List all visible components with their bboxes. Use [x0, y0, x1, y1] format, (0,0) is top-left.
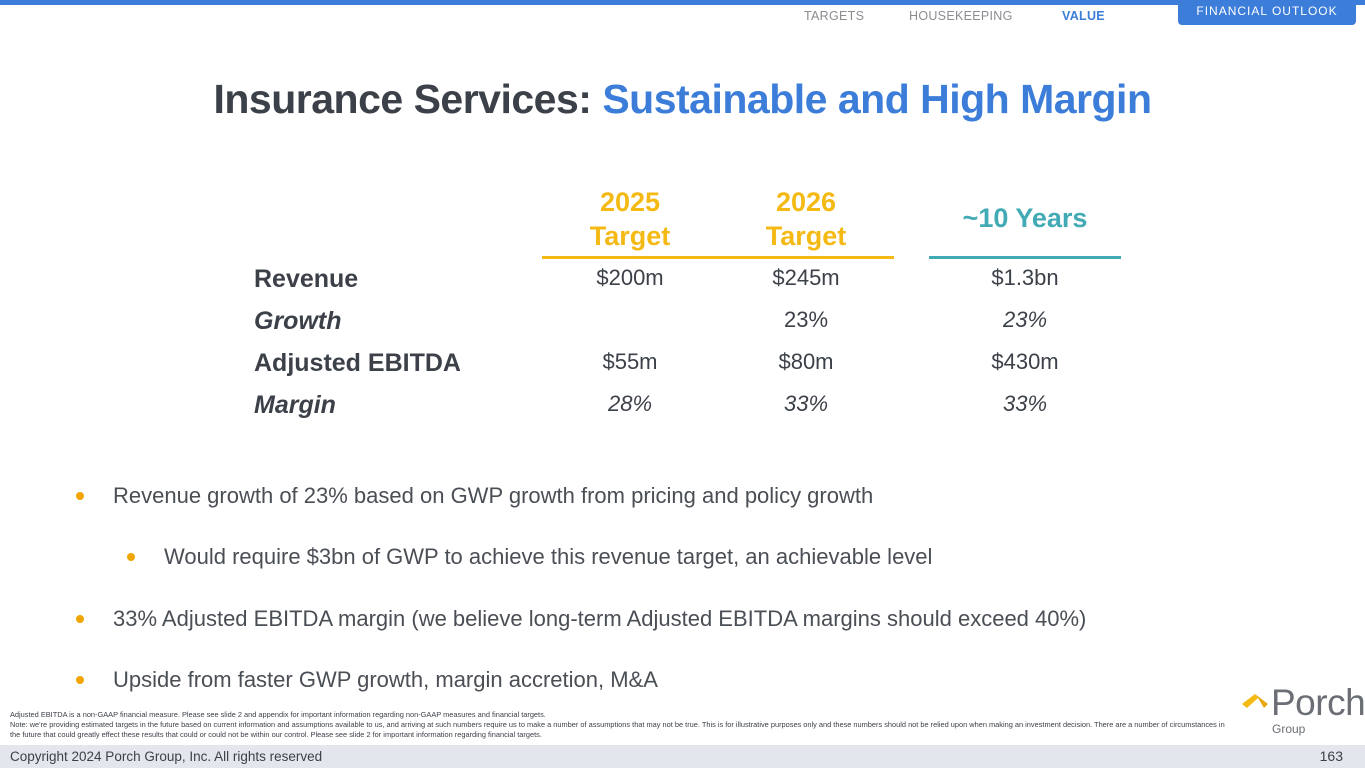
table-row-revenue: Revenue $200m $245m $1.3bn — [0, 265, 1365, 305]
column-header-year: 2025 — [599, 187, 661, 217]
row-label: Revenue — [254, 265, 359, 293]
cell-2026: $245m — [772, 265, 840, 290]
roof-chevron-icon — [1242, 694, 1268, 708]
bullet-dot-icon — [76, 492, 84, 500]
footnote-line: Adjusted EBITDA is a non-GAAP financial … — [10, 710, 546, 719]
column-header-2026-target: 2026 Target — [726, 185, 886, 253]
row-label: Adjusted EBITDA — [254, 349, 461, 377]
bullet-text: Upside from faster GWP growth, margin ac… — [113, 667, 658, 692]
nav-item-housekeeping[interactable]: HOUSEKEEPING — [909, 9, 1013, 23]
bullet-text: Revenue growth of 23% based on GWP growt… — [113, 483, 874, 508]
row-label: Growth — [254, 307, 342, 335]
disclaimer-footnote: Adjusted EBITDA is a non-GAAP financial … — [10, 710, 1225, 740]
bullet-dot-icon — [76, 615, 84, 623]
bullet-dot-icon — [127, 553, 135, 561]
cell-2026: 33% — [783, 391, 829, 416]
slide-footer: Copyright 2024 Porch Group, Inc. All rig… — [0, 745, 1365, 768]
bullet-item: Upside from faster GWP growth, margin ac… — [76, 667, 658, 693]
section-nav: TARGETS HOUSEKEEPING VALUE — [0, 9, 1365, 27]
cell-10-years: 33% — [1002, 391, 1048, 416]
slide-title-main: Insurance Services: — [213, 76, 603, 122]
column-header-year: 2026 — [775, 187, 837, 217]
logo-subtitle: Group — [1272, 722, 1306, 736]
logo-wordmark: Porch — [1271, 682, 1365, 723]
copyright-text: Copyright 2024 Porch Group, Inc. All rig… — [10, 749, 323, 764]
long-term-header-underline — [929, 256, 1121, 259]
cell-10-years: $1.3bn — [991, 265, 1059, 290]
cell-2025: 28% — [607, 391, 653, 416]
bullet-text: Would require $3bn of GWP to achieve thi… — [164, 544, 933, 569]
column-header-10-years: ~10 Years — [929, 201, 1121, 235]
table-row-margin: Margin 28% 33% 33% — [0, 391, 1365, 431]
top-accent-bar — [0, 0, 1365, 5]
nav-item-value[interactable]: VALUE — [1062, 9, 1105, 23]
cell-10-years: $430m — [991, 349, 1059, 374]
cell-10-years: 23% — [1002, 307, 1048, 332]
slide-title-highlight: Sustainable and High Margin — [602, 76, 1152, 122]
page-number: 163 — [1319, 748, 1343, 764]
bullet-item: Revenue growth of 23% based on GWP growt… — [76, 483, 874, 509]
cell-2026: 23% — [783, 307, 829, 332]
table-row-growth: Growth 23% 23% — [0, 307, 1365, 347]
bullet-dot-icon — [76, 676, 84, 684]
bullet-item: 33% Adjusted EBITDA margin (we believe l… — [76, 606, 1087, 632]
targets-header-underline — [542, 256, 894, 259]
column-header-label: ~10 Years — [962, 203, 1088, 233]
column-header-label: Target — [765, 221, 847, 251]
nav-item-targets[interactable]: TARGETS — [804, 9, 865, 23]
footnote-line: Note: we're providing estimated targets … — [10, 720, 1225, 739]
column-header-2025-target: 2025 Target — [550, 185, 710, 253]
section-tab-financial-outlook[interactable]: FINANCIAL OUTLOOK — [1178, 0, 1356, 25]
slide-title: Insurance Services: Sustainable and High… — [0, 76, 1365, 123]
cell-2026: $80m — [778, 349, 834, 374]
cell-2025: $55m — [602, 349, 658, 374]
row-label: Margin — [254, 391, 336, 419]
cell-2025: $200m — [596, 265, 664, 290]
column-header-label: Target — [589, 221, 671, 251]
table-row-adjusted-ebitda: Adjusted EBITDA $55m $80m $430m — [0, 349, 1365, 389]
sub-bullet-item: Would require $3bn of GWP to achieve thi… — [127, 544, 933, 570]
porch-group-logo: Porch Group — [1240, 682, 1365, 738]
bullet-text: 33% Adjusted EBITDA margin (we believe l… — [113, 606, 1087, 631]
